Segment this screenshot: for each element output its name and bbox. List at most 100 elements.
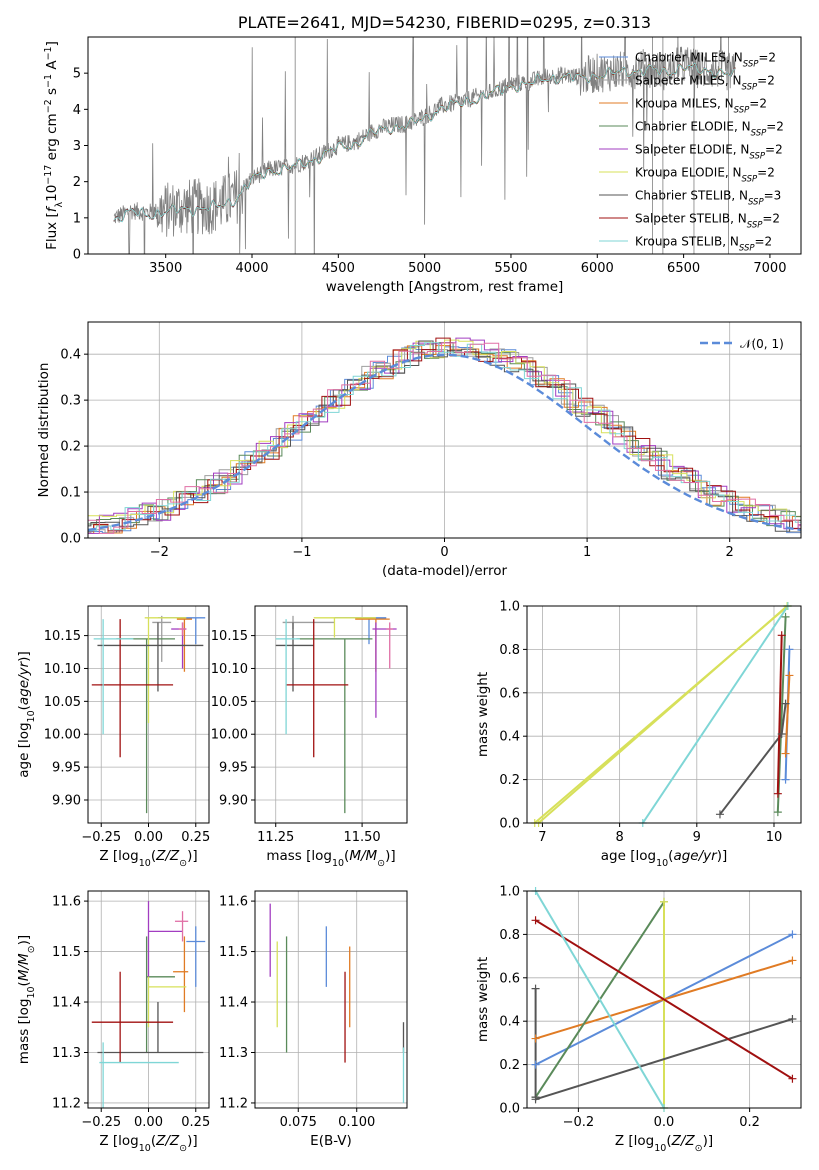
legend-label: Kroupa ELODIE, NSSP=2 bbox=[635, 166, 775, 185]
y-tick-label: 0.0 bbox=[499, 1102, 520, 1117]
y-tick-label: 0.4 bbox=[499, 1015, 520, 1030]
weight-marker bbox=[788, 930, 797, 939]
label-part: M/M bbox=[349, 848, 377, 864]
label-part: )] bbox=[16, 935, 32, 946]
y-tick-label: 10.15 bbox=[211, 629, 248, 644]
label-part: Z/Z bbox=[155, 848, 180, 864]
weight-line bbox=[535, 919, 793, 1080]
y-tick-label: 0.1 bbox=[60, 486, 81, 501]
legend-label: Chabrier STELIB, NSSP=3 bbox=[635, 189, 781, 208]
y-tick-label: 10.05 bbox=[44, 695, 81, 710]
label-part: SSP bbox=[742, 175, 758, 185]
x-tick-label: 7000 bbox=[753, 261, 786, 276]
label-part: =2 bbox=[749, 97, 767, 111]
label-part: −2 bbox=[43, 99, 54, 113]
label-part: )] bbox=[703, 1133, 714, 1149]
x-tick-label: 1 bbox=[583, 545, 591, 560]
weight-line bbox=[641, 606, 789, 823]
axes-frame bbox=[87, 321, 802, 539]
label-part: −17 bbox=[43, 165, 54, 185]
weight-marker bbox=[715, 810, 724, 819]
x-axis-label: Z [log10(Z/Z⊙)] bbox=[615, 1133, 713, 1154]
legend-label: Salpeter MILES, NSSP=2 bbox=[635, 74, 775, 93]
label-part: λ bbox=[54, 202, 65, 208]
label-part: 10 bbox=[139, 1143, 151, 1154]
y-tick-label: 9.95 bbox=[219, 761, 248, 776]
label-part: SSP bbox=[747, 221, 763, 231]
x-axis-label: Z [log10(Z/Z⊙)] bbox=[99, 1133, 197, 1154]
label-part: =2 bbox=[765, 143, 783, 157]
x-tick-label: 11.25 bbox=[257, 830, 294, 845]
label-part: )] bbox=[717, 848, 728, 864]
x-tick-label: 6500 bbox=[667, 261, 700, 276]
weight-line bbox=[719, 703, 787, 815]
x-tick-label: 0.25 bbox=[181, 830, 210, 845]
label-part: SSP bbox=[749, 152, 765, 162]
y-tick-label: 0.8 bbox=[499, 928, 520, 943]
label-part: mass [log bbox=[266, 848, 332, 864]
plot-area bbox=[113, 37, 736, 254]
y-axis-label: age [log10(age/yr)] bbox=[16, 651, 37, 777]
plot-area bbox=[91, 901, 206, 1108]
x-tick-label: −1 bbox=[292, 545, 311, 560]
y-tick-label: 11.6 bbox=[52, 895, 81, 910]
label-part: Salpeter ELODIE, N bbox=[635, 143, 749, 157]
label-part: Chabrier MILES, N bbox=[635, 51, 743, 65]
weight-marker bbox=[788, 956, 797, 965]
label-part: 10 bbox=[139, 858, 151, 869]
histogram-step bbox=[88, 337, 801, 532]
y-axis-label: mass [log10(M/M⊙)] bbox=[16, 935, 37, 1064]
x-axis-label: age [log10(age/yr)] bbox=[601, 848, 727, 869]
y-tick-label: 11.6 bbox=[219, 895, 248, 910]
label-part: )] bbox=[16, 651, 32, 662]
x-tick-label: −0.25 bbox=[81, 1115, 121, 1130]
weight-marker bbox=[773, 808, 782, 817]
label-part: age/yr bbox=[673, 848, 718, 864]
label-part: Kroupa MILES, N bbox=[635, 97, 734, 111]
x-axis-label: mass [log10(M/M⊙)] bbox=[266, 848, 395, 869]
label-part: 10 bbox=[654, 1143, 666, 1154]
histogram-step bbox=[88, 339, 801, 534]
label-part: M/M bbox=[16, 953, 32, 981]
weight-marker bbox=[777, 631, 786, 640]
label-part: age [log bbox=[16, 722, 32, 777]
y-axis-label: mass weight bbox=[475, 957, 491, 1042]
axes-frame bbox=[526, 890, 802, 1109]
label-part: =2 bbox=[758, 51, 776, 65]
label-part: Flux [ bbox=[44, 212, 60, 250]
label-part: A bbox=[44, 60, 60, 74]
x-tick-label: 0.00 bbox=[134, 830, 163, 845]
legend-label: 𝒩(0, 1) bbox=[740, 337, 784, 351]
y-tick-label: 0.2 bbox=[60, 440, 81, 455]
y-tick-label: 1.0 bbox=[499, 600, 520, 615]
axes-frame bbox=[87, 890, 210, 1109]
y-tick-label: 11.3 bbox=[52, 1046, 81, 1061]
legend-label: Salpeter STELIB, NSSP=2 bbox=[635, 212, 780, 231]
label-part: 10 bbox=[26, 986, 37, 998]
panel-spectrum: 3500 4000 4500 5000 5500 6000 6500 7000 0 1 2 3 4 5 wa… bbox=[43, 13, 802, 295]
weight-line bbox=[534, 891, 665, 1108]
x-axis-label: wavelength [Angstrom, rest frame] bbox=[326, 279, 564, 295]
axes-frame bbox=[87, 605, 210, 824]
label-part: −1 bbox=[43, 74, 54, 88]
label-part: )] bbox=[187, 1133, 198, 1149]
weight-marker bbox=[781, 775, 790, 784]
x-tick-label: −2 bbox=[150, 545, 169, 560]
model-spectrum-line bbox=[113, 62, 736, 223]
panel-mass_vs_Z: −0.25 0.00 0.25 11.2 11.3 11.4 11.5 11.6 mass [l… bbox=[16, 890, 210, 1154]
label-part: Chabrier ELODIE, N bbox=[635, 120, 751, 134]
label-part: ( bbox=[16, 981, 32, 986]
label-part: ( bbox=[668, 848, 673, 864]
y-tick-label: 1 bbox=[73, 211, 81, 226]
y-tick-label: 10.15 bbox=[44, 629, 81, 644]
label-part: 10 bbox=[26, 710, 37, 722]
label-part: )] bbox=[187, 848, 198, 864]
histogram-step bbox=[88, 340, 801, 532]
y-tick-label: 5 bbox=[73, 67, 81, 82]
label-part: age/yr bbox=[16, 660, 32, 705]
y-tick-label: 9.95 bbox=[52, 761, 81, 776]
label-part: ( bbox=[666, 1133, 671, 1149]
x-tick-label: 6000 bbox=[581, 261, 614, 276]
y-tick-label: 0 bbox=[73, 248, 81, 263]
